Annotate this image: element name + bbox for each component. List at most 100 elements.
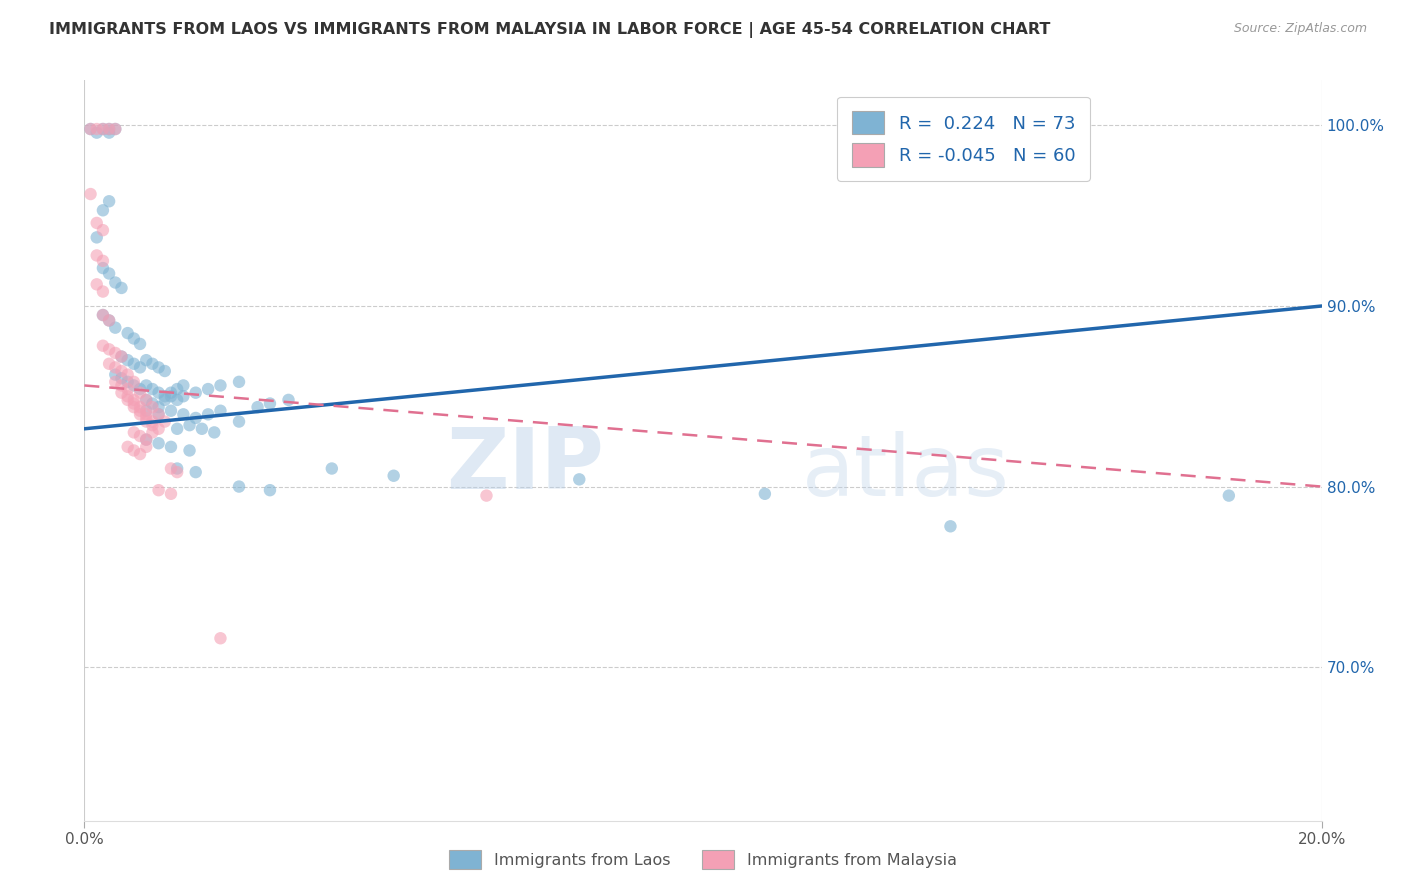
Text: ZIP: ZIP [446,424,605,507]
Point [129,360,152,375]
Point [141,415,163,429]
Point [110,378,132,392]
Point [122,375,145,389]
Point [153,392,176,407]
Point [98,122,121,136]
Point [91,308,114,322]
Point [141,396,163,410]
Point [160,487,183,501]
Point [148,408,170,422]
Point [148,385,170,400]
Point [122,357,145,371]
Point [202,425,225,440]
Point [148,436,170,450]
Point [191,422,214,436]
Point [228,415,250,429]
Point [382,468,405,483]
Point [568,472,591,486]
Point [141,400,163,414]
Text: atlas: atlas [801,431,1010,514]
Point [91,308,114,322]
Point [141,418,163,433]
Point [91,261,114,276]
Point [117,382,139,396]
Point [122,443,145,458]
Point [110,385,132,400]
Point [135,433,157,447]
Point [153,415,176,429]
Point [129,337,152,351]
Point [475,489,498,503]
Point [91,122,114,136]
Point [98,313,121,327]
Point [184,465,207,479]
Point [91,203,114,218]
Point [79,122,101,136]
Point [110,350,132,364]
Text: Source: ZipAtlas.com: Source: ZipAtlas.com [1233,22,1367,36]
Point [141,382,163,396]
Point [209,403,232,417]
Point [228,375,250,389]
Point [86,248,108,262]
Point [110,371,132,385]
Point [135,440,157,454]
Point [129,429,152,443]
Point [939,519,962,533]
Point [104,320,127,334]
Point [160,385,183,400]
Point [754,487,776,501]
Point [122,396,145,410]
Point [117,326,139,340]
Point [135,392,157,407]
Point [98,267,121,281]
Point [246,400,269,414]
Point [209,632,232,646]
Point [172,378,194,392]
Point [153,389,176,403]
Point [160,440,183,454]
Point [98,126,121,140]
Point [91,122,114,136]
Point [110,350,132,364]
Point [129,382,152,396]
Point [98,357,121,371]
Point [259,396,281,410]
Point [135,411,157,425]
Point [86,216,108,230]
Point [166,465,188,479]
Point [259,483,281,498]
Point [277,392,299,407]
Point [91,339,114,353]
Point [148,422,170,436]
Point [129,403,152,417]
Point [122,378,145,392]
Point [117,389,139,403]
Point [166,392,188,407]
Point [86,122,108,136]
Point [117,353,139,368]
Point [79,122,101,136]
Point [98,343,121,357]
Point [129,385,152,400]
Point [104,122,127,136]
Point [98,194,121,209]
Point [166,422,188,436]
Point [166,461,188,475]
Point [135,415,157,429]
Point [135,353,157,368]
Point [86,126,108,140]
Point [117,375,139,389]
Point [148,483,170,498]
Point [86,277,108,292]
Point [197,382,219,396]
Point [135,392,157,407]
Point [122,331,145,345]
Point [141,425,163,440]
Point [228,479,250,493]
Point [104,360,127,375]
Point [122,425,145,440]
Legend: R =  0.224   N = 73, R = -0.045   N = 60: R = 0.224 N = 73, R = -0.045 N = 60 [838,96,1090,181]
Point [153,364,176,378]
Point [117,392,139,407]
